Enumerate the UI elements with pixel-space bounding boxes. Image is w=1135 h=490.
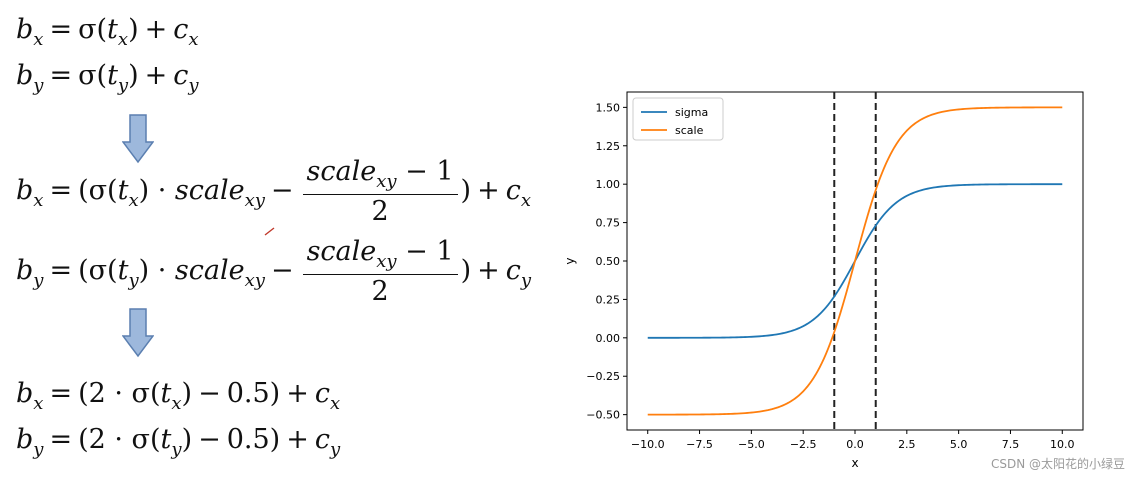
x-tick-label: 2.5 <box>898 438 916 451</box>
equation-bx-2: bx = (σ(tx) · scalexy − scalexy − 1 2) + cx <box>16 156 531 227</box>
y-tick-label: 1.25 <box>596 140 621 153</box>
legend-label-sigma: sigma <box>675 106 708 119</box>
x-tick-label: 7.5 <box>1002 438 1020 451</box>
y-tick-label: −0.50 <box>586 409 620 422</box>
y-tick-label: 1.00 <box>596 178 621 191</box>
x-tick-label: 10.0 <box>1050 438 1075 451</box>
equation-bx-1: bx = σ(tx) + cx <box>16 14 199 50</box>
x-tick-label: −7.5 <box>686 438 713 451</box>
down-arrow-icon <box>122 308 154 358</box>
y-axis-label: y <box>563 257 577 264</box>
cursor-mark-icon <box>264 227 275 236</box>
equation-bx-3: bx = (2 · σ(tx) −0.5) + cx <box>16 378 341 414</box>
y-tick-label: 0.00 <box>596 332 621 345</box>
x-axis-label: x <box>851 456 858 470</box>
x-tick-label: 0.0 <box>846 438 864 451</box>
watermark: CSDN @太阳花的小绿豆 <box>990 457 1125 471</box>
y-tick-label: 0.50 <box>596 255 621 268</box>
equation-by-2: by = (σ(ty) · scalexy − scalexy − 1 2) + cy <box>16 236 532 307</box>
y-tick-label: 1.50 <box>596 101 621 114</box>
x-tick-label: −2.5 <box>790 438 817 451</box>
equation-by-1: by = σ(ty) + cy <box>16 60 199 96</box>
x-tick-label: −5.0 <box>738 438 765 451</box>
y-tick-label: 0.75 <box>596 217 621 230</box>
legend: sigma scale <box>632 97 724 141</box>
down-arrow-icon <box>122 114 154 164</box>
equation-by-3: by = (2 · σ(ty) −0.5) + cy <box>16 424 341 460</box>
series-line-scale <box>647 106 1063 416</box>
sigmoid-chart: −0.50 −0.25 0.00 0.25 0.50 0.75 1.00 1.25 1.50 −… <box>563 91 1084 470</box>
x-tick-label: 5.0 <box>950 438 968 451</box>
y-tick-label: 0.25 <box>596 293 621 306</box>
legend-label-scale: scale <box>675 124 704 137</box>
x-tick-label: −10.0 <box>631 438 665 451</box>
y-tick-label: −0.25 <box>586 370 620 383</box>
